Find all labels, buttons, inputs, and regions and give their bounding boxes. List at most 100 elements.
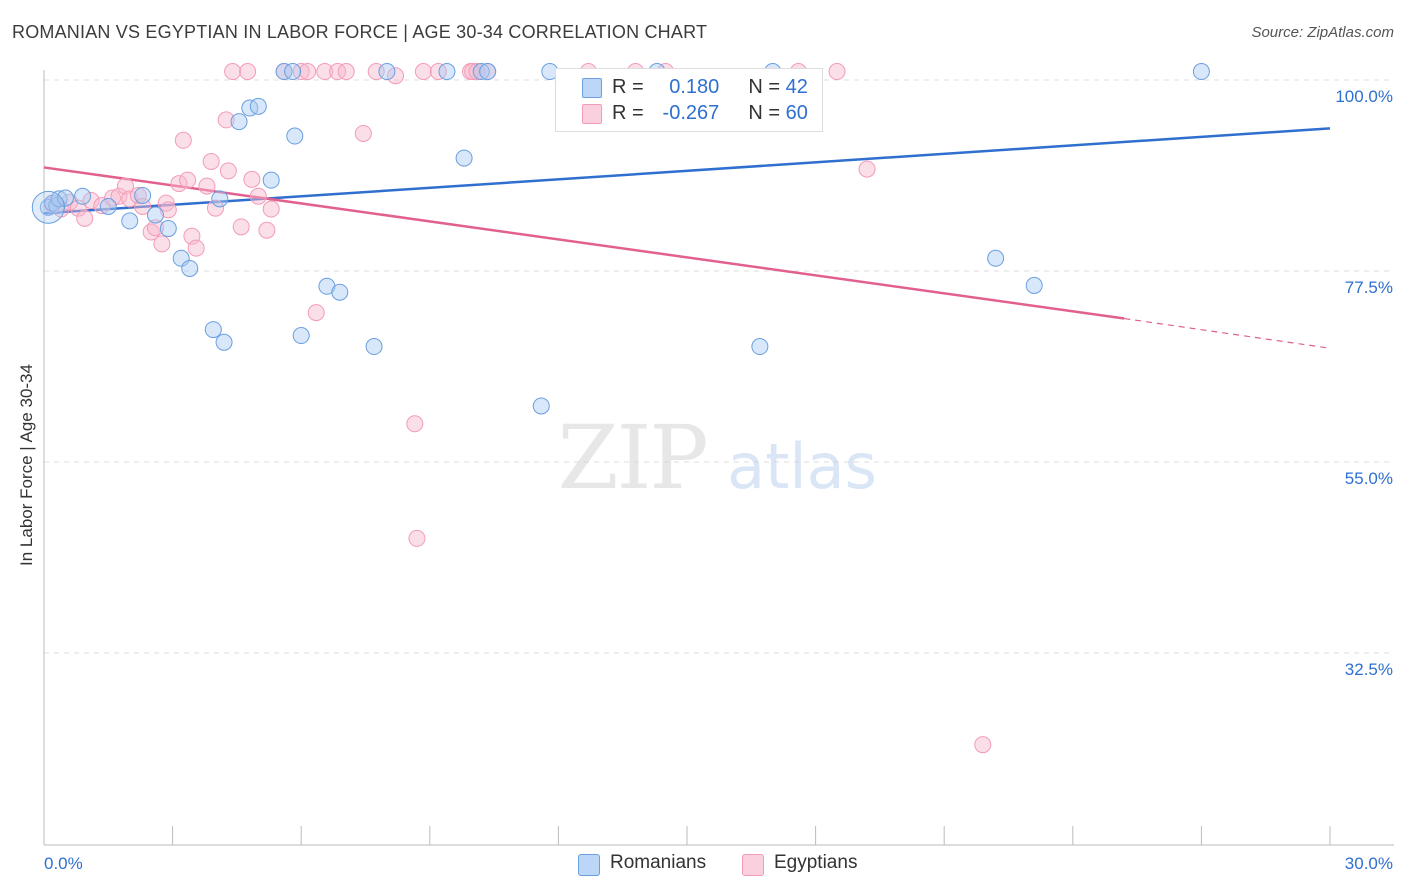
egyptians-point-57 xyxy=(406,415,424,433)
romanians-n-label: N = xyxy=(748,76,781,98)
romanians-point-19 xyxy=(262,171,280,189)
egyptians-point-30 xyxy=(239,63,257,81)
egyptians-point-33 xyxy=(258,221,276,239)
chart-title: ROMANIAN VS EGYPTIAN IN LABOR FORCE | AG… xyxy=(12,22,708,42)
romanians-n-value: 42 xyxy=(785,76,808,98)
romanians-point-37 xyxy=(751,338,769,356)
watermark-atlas: atlas xyxy=(727,430,877,503)
egyptians-point-26 xyxy=(217,111,235,129)
egyptians-n-value: 60 xyxy=(785,102,808,124)
egyptians-point-56 xyxy=(858,160,876,178)
watermark-zip: ZIP xyxy=(557,406,706,509)
romanians-trend-line xyxy=(43,127,1331,215)
egyptians-points xyxy=(44,63,992,754)
x-ticks xyxy=(43,826,1331,845)
egyptians-point-32 xyxy=(249,187,267,205)
egyptians-point-24 xyxy=(202,152,220,170)
egyptians-point-36 xyxy=(292,63,310,81)
axes xyxy=(43,70,1394,846)
stats-legend: R = 0.180 N = 42 R = -0.267 N = 60 xyxy=(555,68,823,132)
romanians-point-9 xyxy=(146,206,164,224)
romanians-point-3 xyxy=(50,190,68,208)
egyptians-swatch xyxy=(582,104,602,124)
egyptians-point-14 xyxy=(146,219,164,237)
egyptians-point-25 xyxy=(206,199,224,217)
egyptians-point-7 xyxy=(104,189,122,207)
romanians-point-7 xyxy=(121,212,139,230)
egyptians-point-27 xyxy=(219,162,237,180)
egyptians-point-48 xyxy=(464,63,482,81)
romanians-r-value: 0.180 xyxy=(669,76,720,98)
romanians-point-39 xyxy=(987,249,1005,267)
romanians-point-5 xyxy=(74,187,92,205)
egyptians-point-29 xyxy=(232,218,250,236)
egyptians-point-38 xyxy=(307,304,325,322)
y-tick-label-0: 100.0% xyxy=(1335,87,1393,106)
romanians-point-21 xyxy=(284,63,302,81)
egyptians-point-23 xyxy=(198,177,216,195)
egyptians-r-label: R = xyxy=(612,102,644,124)
romanians-swatch xyxy=(582,78,602,98)
y-tick-label-2: 55.0% xyxy=(1345,469,1393,488)
egyptians-point-10 xyxy=(121,190,139,208)
egyptians-point-20 xyxy=(179,171,197,189)
egyptians-point-55 xyxy=(828,63,846,81)
egyptians-point-42 xyxy=(354,124,372,142)
egyptians-point-45 xyxy=(414,63,432,81)
egyptians-point-22 xyxy=(187,239,205,257)
x-tick-label-left: 0.0% xyxy=(44,854,83,873)
romanians-point-40 xyxy=(1025,276,1043,294)
romanians-point-22 xyxy=(286,127,304,145)
egyptians-point-16 xyxy=(157,194,175,212)
romanians-point-32 xyxy=(532,397,550,415)
romanians-point-13 xyxy=(204,321,222,339)
romanians-point-41 xyxy=(1192,63,1210,81)
romanians-point-17 xyxy=(241,99,259,117)
egyptians-point-17 xyxy=(159,201,177,219)
egyptians-point-28 xyxy=(224,63,242,81)
egyptians-point-37 xyxy=(299,63,317,81)
romanians-cluster-marker xyxy=(31,190,65,224)
egyptians-point-19 xyxy=(174,131,192,149)
romanians-legend-label: Romanians xyxy=(610,852,707,873)
egyptians-n-label: N = xyxy=(748,102,781,124)
egyptians-point-9 xyxy=(116,177,134,195)
egyptians-point-34 xyxy=(262,200,280,218)
egyptians-point-44 xyxy=(387,67,405,85)
egyptians-point-18 xyxy=(170,175,188,193)
egyptians-point-8 xyxy=(110,187,128,205)
romanians-point-14 xyxy=(211,190,229,208)
egyptians-r-value: -0.267 xyxy=(662,102,720,124)
romanians-point-26 xyxy=(365,338,383,356)
romanians-point-10 xyxy=(159,220,177,238)
romanians-points xyxy=(31,63,1210,415)
romanians-point-6 xyxy=(99,197,117,215)
trend-lines xyxy=(43,127,1331,349)
y-axis-label-wrap: In Labor Force | Age 30-34 xyxy=(16,345,38,585)
egyptians-point-58 xyxy=(408,529,426,547)
egyptians-point-59 xyxy=(974,736,992,754)
egyptians-point-5 xyxy=(82,192,100,210)
romanians-point-29 xyxy=(455,149,473,167)
egyptians-point-15 xyxy=(153,235,171,253)
egyptians-point-4 xyxy=(76,209,94,227)
watermark: ZIP atlas xyxy=(557,406,876,509)
egyptians-point-46 xyxy=(429,63,447,81)
egyptians-legend-swatch xyxy=(742,854,764,876)
egyptians-point-41 xyxy=(337,63,355,81)
romanians-point-28 xyxy=(438,63,456,81)
egyptians-legend-label: Egyptians xyxy=(774,852,858,873)
romanians-r-label: R = xyxy=(612,76,644,98)
egyptians-point-11 xyxy=(129,186,147,204)
romanians-point-8 xyxy=(134,186,152,204)
y-tick-label-1: 77.5% xyxy=(1345,278,1393,297)
romanians-point-23 xyxy=(292,327,310,345)
y-tick-label-3: 32.5% xyxy=(1345,660,1393,679)
egyptians-point-39 xyxy=(316,63,334,81)
romanians-point-16 xyxy=(230,113,248,131)
egyptians-point-40 xyxy=(329,63,347,81)
romanians-point-25 xyxy=(331,283,349,301)
romanians-point-20 xyxy=(275,63,293,81)
source-label: Source: ZipAtlas.com xyxy=(1251,24,1394,41)
